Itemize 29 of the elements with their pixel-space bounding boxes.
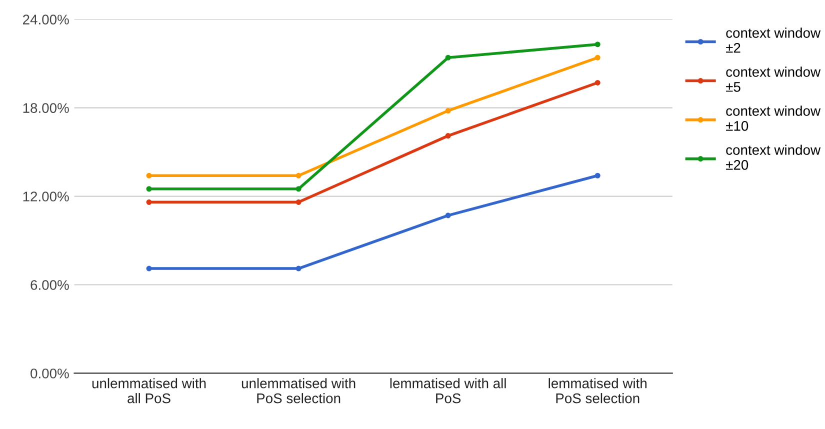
- point: [445, 54, 451, 60]
- point: [296, 266, 302, 272]
- y-tick-label: 18.00%: [23, 103, 69, 113]
- point: [445, 133, 451, 139]
- x-tick-label: unlemmatised with all PoS: [92, 378, 206, 404]
- y-tick-label: 12.00%: [23, 192, 69, 202]
- x-tick-label: lemmatised with PoS selection: [548, 378, 646, 404]
- y-tick-label: 6.00%: [30, 280, 69, 290]
- legend-label: context window ±10: [726, 106, 821, 131]
- point: [445, 108, 451, 114]
- point: [146, 172, 152, 178]
- x-tick-label: lemmatised with all PoS: [390, 378, 506, 404]
- legend-label: context window ±5: [726, 66, 821, 92]
- point: [146, 199, 152, 205]
- y-tick-label: 24.00%: [22, 14, 69, 24]
- x-tick-label: unlemmatised with PoS selection: [242, 378, 356, 404]
- y-tick-label: 0.00%: [30, 368, 69, 378]
- point: [296, 172, 302, 178]
- point: [296, 186, 302, 192]
- point: [594, 54, 600, 60]
- point: [594, 172, 600, 178]
- point: [146, 266, 152, 272]
- legend-label: context window ±20: [726, 144, 821, 170]
- point: [594, 80, 600, 86]
- point: [146, 186, 152, 192]
- point: [296, 199, 302, 205]
- point: [445, 212, 451, 218]
- legend-label: context window ±2: [726, 28, 821, 53]
- point: [594, 42, 600, 48]
